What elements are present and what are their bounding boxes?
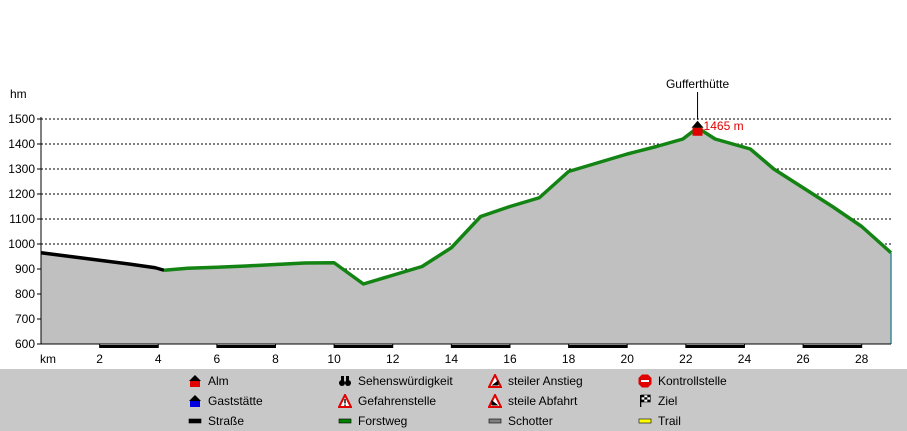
x-tick-label: 6 — [214, 352, 221, 366]
legend-label: steile Abfahrt — [508, 394, 578, 408]
x-tick-label: 28 — [855, 352, 869, 366]
legend-item: Kontrollstelle — [638, 372, 727, 390]
alm-marker — [692, 127, 703, 136]
surface-strip-block — [451, 345, 510, 348]
alm-icon — [188, 374, 202, 388]
x-tick-label: 2 — [96, 352, 103, 366]
legend-item: steile Abfahrt — [487, 392, 578, 410]
x-tick-label: 26 — [796, 352, 810, 366]
legend-label: Gaststätte — [208, 394, 263, 408]
x-tick-label: 16 — [503, 352, 517, 366]
steep-descent-icon — [487, 392, 503, 408]
legend-label: Schotter — [508, 414, 553, 428]
legend: Alm Gaststätte Straße Sehenswürdigkeit Gefah… — [0, 369, 907, 431]
legend-item: Straße — [188, 412, 244, 430]
y-tick-label: 1100 — [9, 212, 35, 226]
surface-strip-block — [99, 345, 159, 348]
binoculars-icon — [338, 374, 352, 388]
annotation-label: Gufferthütte — [666, 77, 729, 91]
legend-item: Trail — [638, 412, 681, 430]
y-tick-label: 600 — [15, 337, 35, 351]
x-tick-label: 24 — [738, 352, 752, 366]
x-tick-label: 22 — [679, 352, 693, 366]
legend-item: Gaststätte — [188, 392, 263, 410]
finish-flag-icon — [638, 394, 652, 408]
legend-item: Schotter — [488, 412, 553, 430]
alm-icon — [691, 120, 704, 128]
y-tick-label: 1500 — [8, 112, 35, 126]
legend-label: Straße — [208, 414, 245, 428]
forstweg-swatch — [338, 414, 352, 428]
x-tick-label: 12 — [386, 352, 400, 366]
surface-strip-block — [803, 345, 862, 348]
warning-icon — [337, 392, 353, 408]
surface-strip-block — [685, 345, 745, 348]
x-axis-label: km — [40, 352, 56, 366]
stop-icon — [638, 374, 652, 388]
surface-strip-block — [334, 345, 393, 348]
legend-label: steiler Anstieg — [508, 374, 583, 388]
y-tick-label: 800 — [15, 287, 35, 301]
legend-item: Gefahrenstelle — [337, 392, 437, 410]
legend-label: Ziel — [658, 394, 678, 408]
y-tick-label: 1300 — [8, 162, 35, 176]
legend-label: Forstweg — [358, 414, 408, 428]
x-tick-label: 14 — [445, 352, 459, 366]
x-tick-label: 4 — [155, 352, 162, 366]
legend-label: Gefahrenstelle — [358, 394, 437, 408]
legend-label: Trail — [658, 414, 681, 428]
steep-ascent-icon — [487, 372, 503, 388]
legend-label: Sehenswürdigkeit — [358, 374, 453, 388]
legend-item: Forstweg — [338, 412, 407, 430]
legend-label: Alm — [208, 374, 229, 388]
surface-strip-block — [568, 345, 628, 348]
x-tick-label: 18 — [562, 352, 576, 366]
elevation-area — [41, 127, 891, 344]
schotter-swatch — [488, 414, 502, 428]
y-tick-label: 700 — [15, 312, 35, 326]
legend-item: Alm — [188, 372, 229, 390]
legend-item: steiler Anstieg — [487, 372, 583, 390]
annotation-value: 1465 m — [704, 119, 744, 133]
x-tick-label: 20 — [621, 352, 635, 366]
y-tick-label: 1000 — [8, 237, 35, 251]
x-tick-label: 8 — [272, 352, 279, 366]
profile-line-strasse — [40, 251, 165, 272]
trail-swatch — [638, 414, 652, 428]
y-tick-label: 900 — [15, 262, 35, 276]
legend-item: Sehenswürdigkeit — [338, 372, 453, 390]
legend-label: Kontrollstelle — [658, 374, 727, 388]
y-tick-label: 1400 — [8, 137, 35, 151]
profile-line-forstweg — [163, 126, 893, 286]
legend-item: Ziel — [638, 392, 677, 410]
gaststaette-icon — [188, 394, 202, 408]
y-tick-label: 1200 — [8, 187, 35, 201]
strasse-swatch — [188, 414, 202, 428]
y-axis-label: hm — [10, 87, 27, 101]
x-tick-label: 10 — [327, 352, 341, 366]
surface-strip-block — [216, 345, 276, 348]
